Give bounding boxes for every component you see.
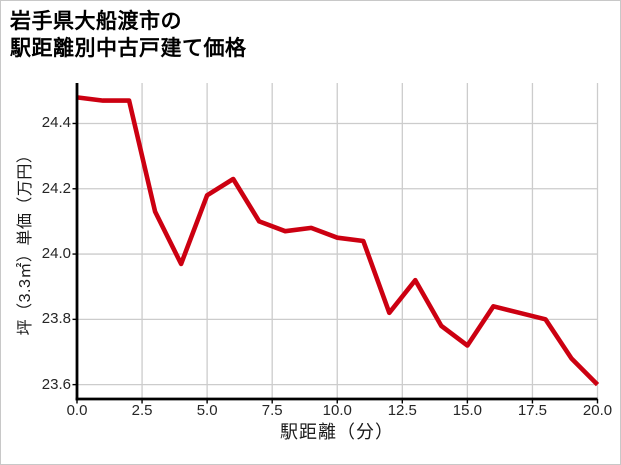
x-tick-label: 10.0 (322, 402, 352, 419)
x-tick-label: 12.5 (387, 402, 417, 419)
x-tick-label: 2.5 (131, 402, 153, 419)
x-tick-label: 5.0 (196, 402, 218, 419)
chart-title-line1: 岩手県大船渡市の (10, 10, 182, 33)
y-tick-label: 24.2 (41, 179, 71, 197)
x-tick-label: 20.0 (582, 402, 613, 419)
chart-title-line2: 駅距離別中古戸建て価格 (10, 36, 247, 60)
y-tick-label: 23.6 (41, 375, 71, 393)
chart-title: 岩手県大船渡市の 駅距離別中古戸建て価格 (10, 9, 247, 63)
x-tick-label: 0.0 (66, 402, 88, 419)
y-tick-label: 24.4 (41, 114, 71, 132)
x-tick-label: 15.0 (452, 402, 482, 419)
x-axis-title: 駅距離（分） (280, 422, 394, 442)
y-tick-label: 23.8 (41, 310, 71, 328)
price-line (76, 95, 600, 387)
y-tick-label: 24.0 (41, 245, 71, 263)
x-tick-label: 17.5 (517, 402, 548, 419)
x-tick-label: 7.5 (261, 402, 283, 419)
